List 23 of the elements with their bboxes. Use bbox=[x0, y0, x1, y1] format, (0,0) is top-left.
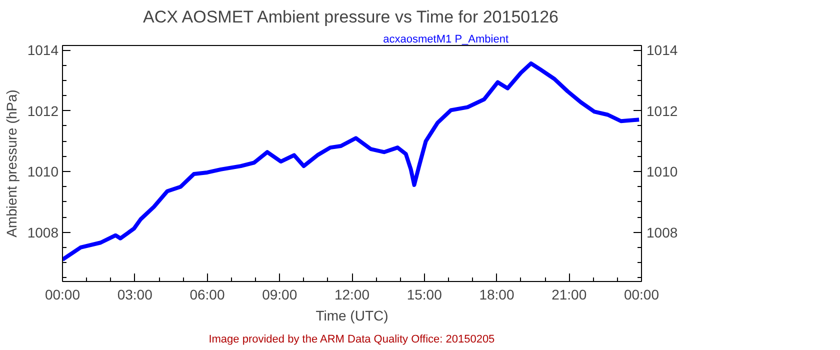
x-tick-label: 00:00 bbox=[624, 286, 660, 302]
y2-tick-label: 1010 bbox=[646, 164, 678, 180]
y-tick-label: 1008 bbox=[27, 224, 59, 240]
y2-tick-label: 1012 bbox=[646, 102, 678, 119]
y-tick-label: 1014 bbox=[27, 42, 59, 58]
x-tick-label: 18:00 bbox=[479, 286, 514, 302]
x-tick-label: 06:00 bbox=[190, 286, 225, 302]
y2-tick-label: 1008 bbox=[646, 224, 678, 240]
y-axis-title: Ambient pressure (hPa) bbox=[3, 90, 20, 238]
text: Image provided by the ARM Data Quality Office: 20150205 bbox=[208, 334, 495, 346]
x-tick-label: 03:00 bbox=[117, 286, 153, 302]
chart-title: ACX AOSMET Ambient pressure vs Time for 20150126 bbox=[143, 8, 558, 26]
x-tick-label: 09:00 bbox=[262, 286, 298, 302]
x-tick-label: 21:00 bbox=[552, 286, 587, 302]
text: acxaosmetM1 P_Ambient bbox=[383, 34, 509, 46]
x-tick-label: 12:00 bbox=[334, 286, 370, 302]
x-tick-label: 00:00 bbox=[44, 286, 80, 302]
x-tick-label: 15:00 bbox=[406, 286, 442, 302]
y2-tick-label: 1014 bbox=[646, 42, 678, 58]
y-tick-label: 1012 bbox=[27, 102, 59, 119]
x-axis-title: Time (UTC) bbox=[316, 308, 388, 324]
y-tick-label: 1010 bbox=[27, 164, 59, 180]
line-series bbox=[62, 61, 642, 262]
